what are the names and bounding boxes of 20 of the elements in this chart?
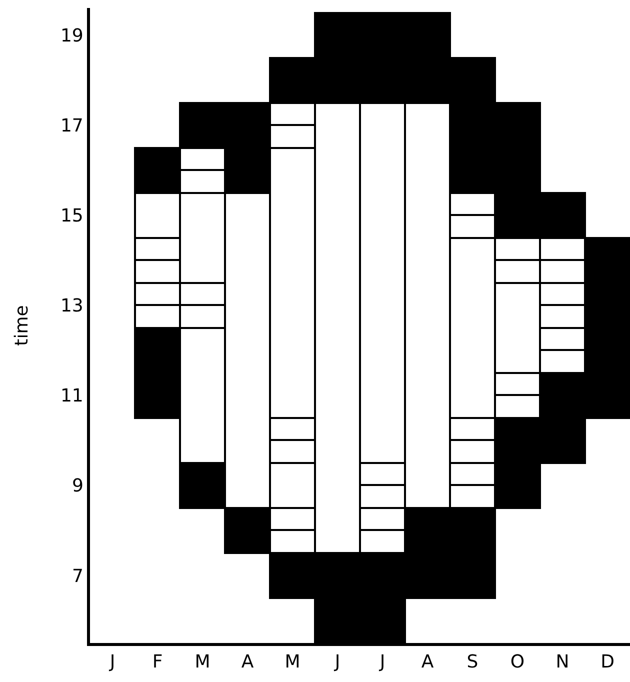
x-tick-label: D — [600, 652, 614, 673]
x-tick-label: O — [510, 652, 525, 673]
x-tick-label: J — [108, 652, 116, 673]
y-tick-label: 17 — [60, 115, 84, 136]
y-tick-label: 11 — [60, 386, 84, 407]
x-tick-label: J — [334, 652, 340, 673]
x-tick-label: J — [378, 652, 386, 673]
y-tick-label: 15 — [60, 205, 84, 226]
x-tick-label: A — [241, 652, 254, 673]
x-tick-label: M — [194, 652, 210, 673]
y-tick-label: 13 — [60, 296, 84, 317]
y-tick-label: 9 — [72, 476, 84, 497]
x-tick-label: M — [284, 652, 300, 673]
x-tick-label: F — [152, 652, 163, 673]
y-tick-label: 19 — [60, 25, 84, 46]
x-tick-label: S — [466, 652, 478, 673]
x-tick-label: N — [556, 652, 570, 673]
y-tick-label: 7 — [72, 566, 84, 587]
x-tick-label: A — [421, 652, 434, 673]
y-axis-title: time — [12, 305, 33, 346]
